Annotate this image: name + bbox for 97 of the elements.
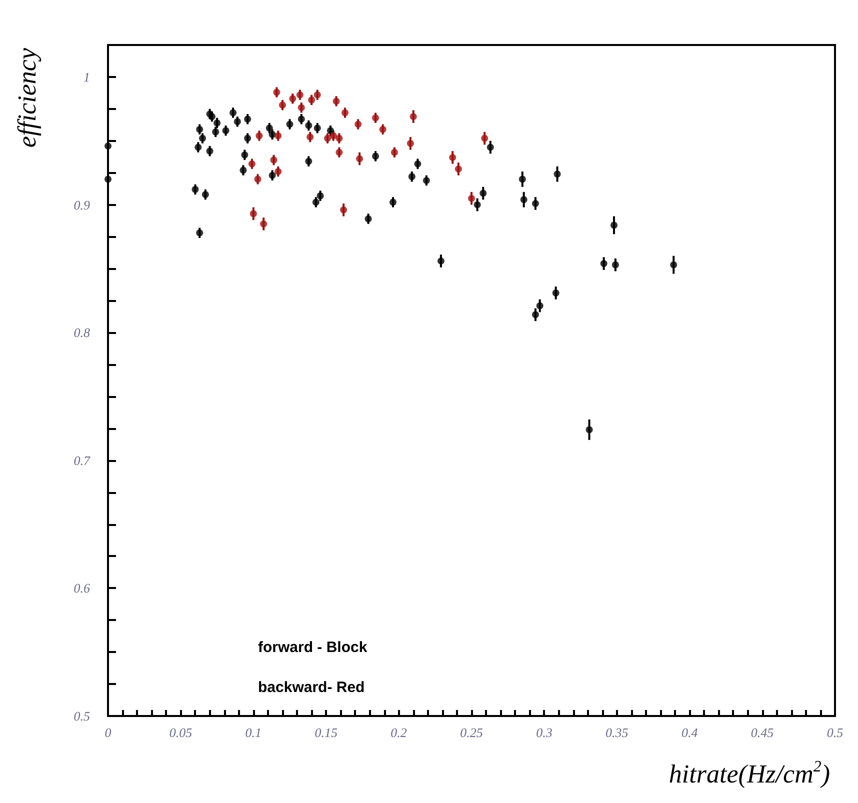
point: [314, 91, 321, 98]
point: [286, 120, 294, 128]
y-tick-label: 1: [84, 69, 90, 84]
point: [260, 220, 268, 228]
point: [222, 127, 230, 134]
point: [202, 191, 209, 198]
point: [536, 302, 544, 310]
point: [234, 118, 241, 126]
x-tick-label: 0.35: [606, 725, 629, 740]
point: [332, 98, 340, 105]
y-tick-label: 0.5: [74, 708, 90, 724]
point: [468, 194, 475, 202]
point: [244, 134, 252, 142]
point: [250, 210, 257, 218]
y-tick-label: 0.9: [74, 197, 90, 212]
point: [552, 289, 560, 296]
x-tick-label: 0.25: [460, 725, 484, 740]
point: [308, 96, 316, 104]
x-tick-label: 0.5: [826, 725, 844, 740]
point: [670, 261, 678, 268]
point: [305, 122, 312, 130]
point: [316, 192, 324, 200]
point: [600, 260, 608, 268]
point: [532, 200, 539, 207]
x-tick-label: 0.4: [681, 725, 698, 740]
x-tick-label: 0.1: [245, 725, 262, 740]
point: [326, 127, 334, 134]
point: [230, 109, 237, 116]
point: [389, 198, 396, 206]
point: [342, 109, 348, 116]
point: [354, 120, 362, 128]
point: [481, 134, 488, 142]
point: [612, 261, 619, 268]
x-tick-label: 0.05: [169, 725, 193, 740]
point: [454, 165, 462, 172]
point: [610, 222, 618, 229]
point: [268, 172, 276, 179]
point: [390, 148, 398, 156]
annotation: forward - Block: [258, 639, 368, 656]
point: [278, 102, 286, 109]
point: [306, 134, 314, 141]
point: [532, 311, 539, 318]
point: [586, 426, 593, 434]
point: [268, 130, 276, 138]
point: [408, 173, 416, 180]
point: [248, 160, 256, 168]
point: [256, 132, 263, 140]
point: [305, 158, 312, 165]
point: [194, 144, 202, 151]
y-axis-title: efficiency: [12, 48, 42, 148]
point: [241, 151, 248, 158]
point: [298, 116, 305, 123]
point: [270, 156, 278, 164]
point: [330, 132, 337, 140]
point: [520, 196, 528, 204]
point: [266, 124, 273, 132]
point: [379, 126, 386, 133]
point: [104, 142, 112, 150]
point: [314, 124, 321, 132]
point: [480, 190, 487, 197]
point: [240, 166, 247, 174]
point: [406, 140, 414, 147]
point: [364, 215, 372, 222]
point: [356, 155, 364, 162]
point: [244, 116, 252, 123]
point: [422, 176, 430, 184]
y-tick-label: 0.8: [74, 325, 90, 340]
point: [554, 170, 561, 178]
point: [449, 154, 456, 161]
point: [254, 176, 262, 183]
point: [410, 113, 417, 120]
x-tick-label: 0: [104, 725, 112, 740]
point: [474, 201, 481, 208]
point: [414, 160, 422, 168]
point: [192, 186, 199, 193]
x-tick-label: 0.3: [536, 725, 553, 740]
point: [518, 176, 526, 183]
annotation: backward- Red: [258, 679, 365, 696]
point: [274, 132, 282, 140]
point: [486, 144, 494, 151]
point: [312, 198, 320, 206]
x-tick-label: 0.15: [314, 725, 338, 740]
point: [274, 168, 282, 176]
point: [372, 152, 380, 160]
point: [196, 229, 204, 236]
point: [104, 176, 112, 183]
y-tick-label: 0.6: [74, 580, 90, 596]
point: [206, 148, 214, 155]
y-tick-label: 0.7: [74, 452, 90, 468]
point: [273, 88, 280, 96]
x-tick-label: 0.2: [390, 725, 408, 740]
point: [289, 95, 296, 102]
point: [324, 134, 332, 142]
point: [340, 206, 348, 214]
x-tick-label: 0.45: [750, 725, 774, 740]
point: [437, 258, 444, 264]
point: [372, 114, 380, 122]
